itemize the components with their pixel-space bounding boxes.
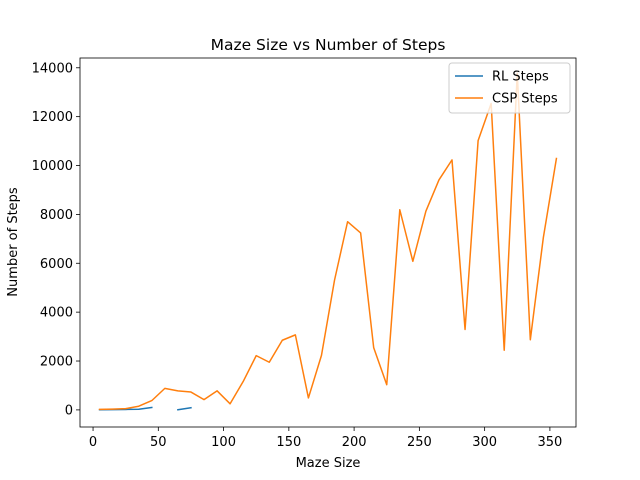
x-tick-label: 0 bbox=[89, 435, 97, 450]
legend-label-2: CSP Steps bbox=[492, 92, 558, 107]
series-2 bbox=[98, 72, 558, 411]
x-axis-label: Maze Size bbox=[296, 456, 361, 471]
y-tick-label: 2000 bbox=[40, 355, 73, 370]
series-1-line-segment-2 bbox=[177, 406, 192, 411]
x-tick-label: 50 bbox=[150, 435, 167, 450]
y-tick-label: 12000 bbox=[32, 110, 73, 125]
x-tick-label: 300 bbox=[472, 435, 497, 450]
y-tick-label: 8000 bbox=[40, 208, 73, 223]
legend-items: RL Steps CSP Steps bbox=[455, 70, 558, 107]
x-tick-label: 350 bbox=[537, 435, 562, 450]
legend-label-1: RL Steps bbox=[492, 70, 549, 85]
x-tick-label: 250 bbox=[407, 435, 432, 450]
series-2-line-segment-1 bbox=[98, 72, 558, 411]
chart-title: Maze Size vs Number of Steps bbox=[211, 36, 446, 54]
y-tick-label: 0 bbox=[65, 403, 73, 418]
series-layer bbox=[98, 72, 558, 411]
x-tick-label: 150 bbox=[276, 435, 301, 450]
legend: RL Steps CSP Steps bbox=[448, 62, 571, 114]
y-tick-label: 10000 bbox=[32, 159, 73, 174]
y-tick-label: 6000 bbox=[40, 257, 73, 272]
x-tick-label: 100 bbox=[211, 435, 236, 450]
x-tick-label: 200 bbox=[342, 435, 367, 450]
y-axis-label: Number of Steps bbox=[6, 187, 21, 297]
y-axis-ticks: 0 2000 4000 6000 8000 10000 12000 14000 bbox=[32, 61, 80, 418]
x-axis-ticks: 0 50 100 150 200 250 300 350 bbox=[89, 427, 562, 450]
plot-frame bbox=[79, 57, 577, 428]
y-tick-label: 14000 bbox=[32, 61, 73, 76]
y-tick-label: 4000 bbox=[40, 306, 73, 321]
